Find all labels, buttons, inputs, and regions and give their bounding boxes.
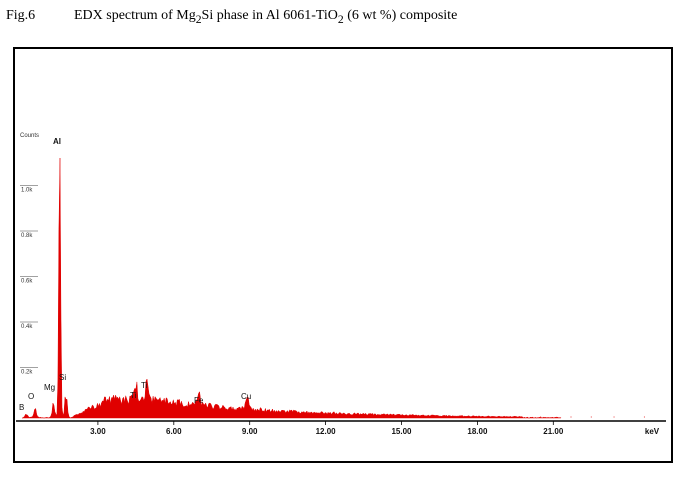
- x-tick-label: 3.00: [90, 427, 106, 436]
- x-tick-label: 18.00: [467, 427, 488, 436]
- x-axis-label: keV: [645, 427, 660, 436]
- y-tick-label: 1.0k: [21, 188, 33, 194]
- spectrum-point: [570, 416, 572, 418]
- peak-label-mg: Mg: [44, 383, 55, 392]
- x-tick-label: 9.00: [242, 427, 258, 436]
- peak-label-si: Si: [59, 373, 66, 382]
- y-tick-label: 0.6k: [21, 279, 33, 285]
- figure-number: Fig.6: [6, 8, 36, 23]
- x-tick-label: 21.00: [543, 427, 564, 436]
- x-tick-label: 15.00: [391, 427, 412, 436]
- x-tick-label: 12.00: [316, 427, 337, 436]
- peak-label-al: Al: [53, 137, 61, 146]
- peak-label-o: O: [28, 392, 34, 401]
- peak-label-ti: Ti: [130, 391, 137, 400]
- spectrum-trace: [22, 157, 562, 419]
- caption-subscript: 2: [195, 12, 202, 26]
- spectrum-point: [613, 416, 615, 418]
- peak-label-ti: Ti: [141, 381, 148, 390]
- peak-label-fe: Fe: [194, 396, 204, 405]
- caption-text: EDX spectrum of Mg: [74, 8, 196, 23]
- caption-subscript: 2: [337, 12, 344, 26]
- caption-text: (6 wt %) composite: [343, 8, 458, 23]
- spectrum-point: [643, 416, 645, 418]
- y-axis-label: Counts: [20, 133, 39, 139]
- spectrum-point: [590, 416, 592, 418]
- y-tick-label: 0.4k: [21, 324, 33, 330]
- peak-label-b: B: [19, 403, 24, 412]
- peak-label-cu: Cu: [241, 392, 251, 401]
- y-tick-label: 0.2k: [21, 370, 33, 376]
- y-tick-label: 0.8k: [21, 233, 33, 239]
- caption-text: Si phase in Al 6061-TiO: [201, 8, 338, 23]
- x-tick-label: 6.00: [166, 427, 182, 436]
- spectrum-point: [540, 416, 542, 418]
- chart-frame: [13, 47, 673, 463]
- figure-caption: Fig.6 EDX spectrum of Mg2Si phase in Al 6…: [6, 8, 457, 26]
